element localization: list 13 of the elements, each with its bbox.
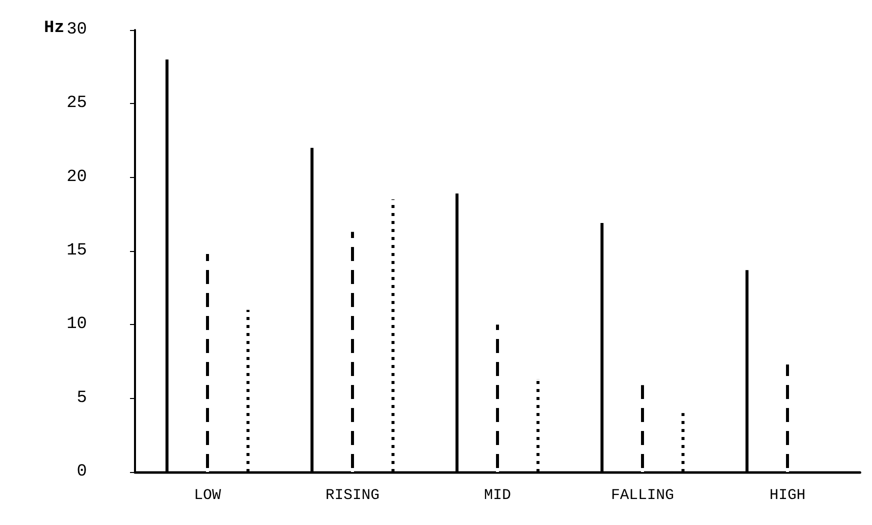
x-tick-label: RISING: [325, 487, 380, 504]
y-tick-label: 0: [76, 462, 87, 482]
y-axis-title: Hz: [44, 19, 64, 38]
y-tick-label: 5: [76, 388, 87, 408]
y-tick-label: 25: [66, 94, 87, 114]
x-tick-label: MID: [484, 487, 512, 504]
y-tick-label: 30: [66, 20, 87, 40]
x-tick-label: HIGH: [769, 487, 806, 504]
x-tick-label: FALLING: [610, 487, 674, 504]
y-tick-label: 20: [66, 168, 87, 187]
y-tick-label: 15: [66, 242, 87, 260]
x-tick-label: LOW: [194, 487, 222, 504]
y-tick-label: 10: [66, 315, 87, 334]
